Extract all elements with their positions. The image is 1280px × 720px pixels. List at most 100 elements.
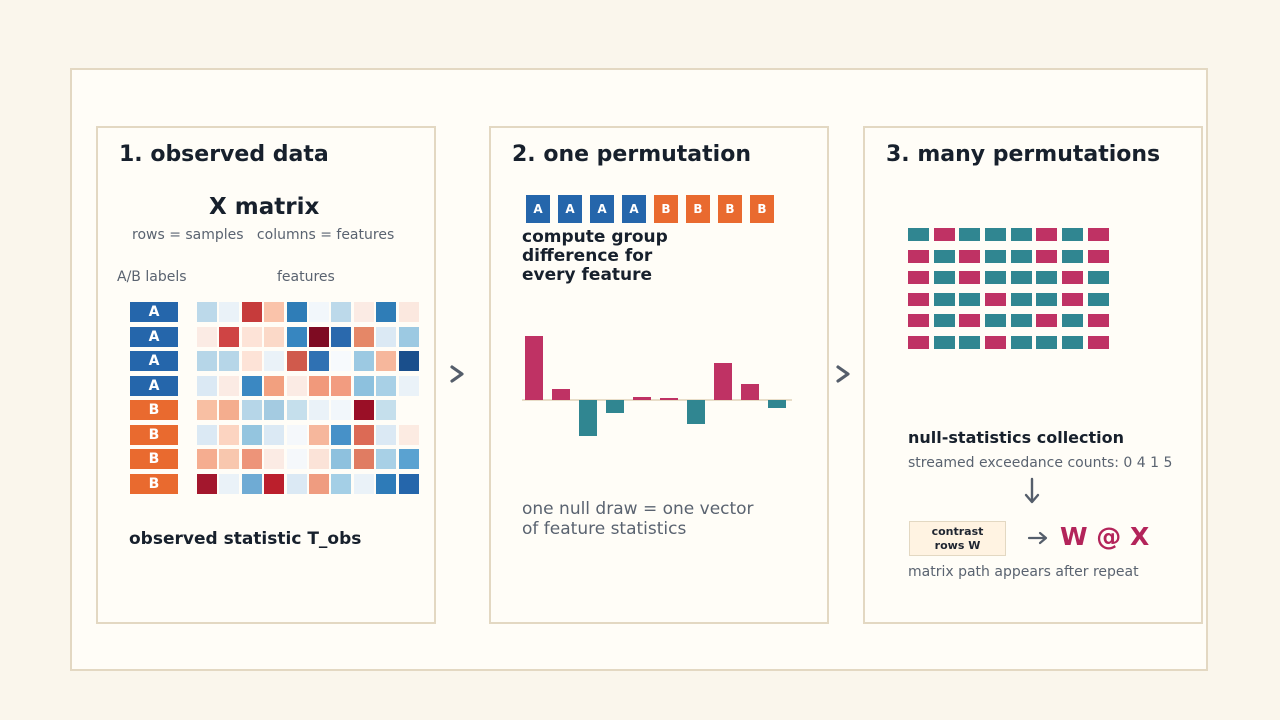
null-statistic-cell <box>908 335 929 349</box>
null-statistic-cell <box>959 292 981 306</box>
null-statistic-cell <box>959 271 981 284</box>
null-statistic-cell <box>985 335 1007 349</box>
null-statistic-cell <box>908 292 929 306</box>
null-statistic-cell <box>1062 228 1084 241</box>
heatmap-cell <box>264 449 285 469</box>
sample-label-b: B <box>130 424 178 445</box>
heatmap-cell <box>286 424 307 445</box>
panel-1-title: 1. observed data <box>119 142 329 167</box>
x-matrix-heatmap <box>197 302 419 494</box>
heatmap-cell <box>376 351 397 371</box>
feature-bar <box>579 399 597 436</box>
heatmap-cell <box>197 424 217 445</box>
permuted-label-b: B <box>718 195 742 223</box>
sample-label-a: A <box>130 326 178 347</box>
null-statistic-cell <box>933 335 955 349</box>
heatmap-cell <box>241 400 262 420</box>
null-statistic-cell <box>1010 228 1032 241</box>
null-statistic-cell <box>959 249 981 263</box>
collection-label: null-statistics collection <box>908 428 1125 447</box>
compute-description-line: every feature <box>522 265 653 285</box>
feature-bar <box>633 396 651 400</box>
footer-line: of feature statistics <box>522 519 687 539</box>
null-statistic-cell <box>985 271 1007 284</box>
heatmap-cell <box>398 449 419 469</box>
null-statistic-cell <box>908 249 929 263</box>
null-statistic-cell <box>1036 271 1058 284</box>
null-statistic-cell <box>959 314 981 327</box>
matrix-subtitle: rows = samples columns = features <box>132 227 395 243</box>
permuted-label-b: B <box>654 195 678 223</box>
panel-3-title: 3. many permutations <box>886 142 1161 167</box>
heatmap-cell <box>286 375 307 396</box>
sample-label-a: A <box>130 302 178 322</box>
compute-description: compute group difference for every featu… <box>522 228 668 285</box>
heatmap-cell <box>286 326 307 347</box>
null-statistic-cell <box>1010 292 1032 306</box>
chevron-right-icon <box>450 365 464 383</box>
heatmap-cell <box>398 351 419 371</box>
null-statistic-cell <box>1087 335 1109 349</box>
heatmap-cell <box>241 351 262 371</box>
heatmap-cell <box>241 449 262 469</box>
feature-bar <box>768 399 786 408</box>
feature-bar <box>741 384 759 400</box>
heatmap-cell <box>331 473 352 494</box>
permuted-label-a: A <box>622 195 646 223</box>
null-statistic-cell <box>1036 292 1058 306</box>
heatmap-cell <box>331 375 352 396</box>
null-statistic-cell <box>1036 314 1058 327</box>
null-statistic-cell <box>959 335 981 349</box>
heatmap-cell <box>197 400 217 420</box>
null-statistic-cell <box>1087 271 1109 284</box>
heatmap-cell <box>398 473 419 494</box>
compute-description-line: compute group <box>522 227 668 247</box>
null-statistic-cell <box>985 292 1007 306</box>
null-statistic-cell <box>959 228 981 241</box>
heatmap-cell <box>376 424 397 445</box>
heatmap-cell <box>376 302 397 322</box>
sample-label-b: B <box>130 473 178 494</box>
features-header: features <box>277 269 335 285</box>
heatmap-cell <box>219 424 240 445</box>
heatmap-cell <box>197 449 217 469</box>
heatmap-cell <box>197 326 217 347</box>
heatmap-cell <box>353 449 374 469</box>
heatmap-cell <box>376 449 397 469</box>
heatmap-cell <box>376 326 397 347</box>
heatmap-cell <box>219 473 240 494</box>
null-statistic-cell <box>1087 228 1109 241</box>
null-statistic-cell <box>1010 271 1032 284</box>
heatmap-cell <box>241 326 262 347</box>
heatmap-cell <box>197 302 217 322</box>
null-statistic-cell <box>1036 228 1058 241</box>
null-statistic-cell <box>1087 292 1109 306</box>
feature-bar <box>714 362 732 400</box>
panel-observed-data <box>96 126 436 624</box>
feature-bar <box>552 389 570 400</box>
heatmap-cell <box>264 424 285 445</box>
null-statistic-cell <box>933 292 955 306</box>
exceedance-counts: streamed exceedance counts: 0 4 1 5 <box>908 455 1173 471</box>
heatmap-cell <box>308 449 329 469</box>
heatmap-cell <box>353 424 374 445</box>
feature-statistic-bar-chart <box>520 330 795 445</box>
null-statistic-cell <box>908 271 929 284</box>
heatmap-cell <box>241 424 262 445</box>
sample-label-a: A <box>130 351 178 371</box>
heatmap-cell <box>197 375 217 396</box>
heatmap-cell <box>353 400 374 420</box>
permuted-label-a: A <box>590 195 614 223</box>
null-statistic-cell <box>985 249 1007 263</box>
null-statistic-cell <box>933 249 955 263</box>
permuted-label-a: A <box>526 195 550 223</box>
heatmap-cell <box>376 375 397 396</box>
heatmap-cell <box>376 400 397 420</box>
null-statistic-cell <box>1087 314 1109 327</box>
heatmap-cell <box>331 302 352 322</box>
heatmap-cell <box>219 400 240 420</box>
labels-header: A/B labels <box>117 269 187 285</box>
permuted-label-b: B <box>686 195 710 223</box>
null-statistic-cell <box>908 228 929 241</box>
